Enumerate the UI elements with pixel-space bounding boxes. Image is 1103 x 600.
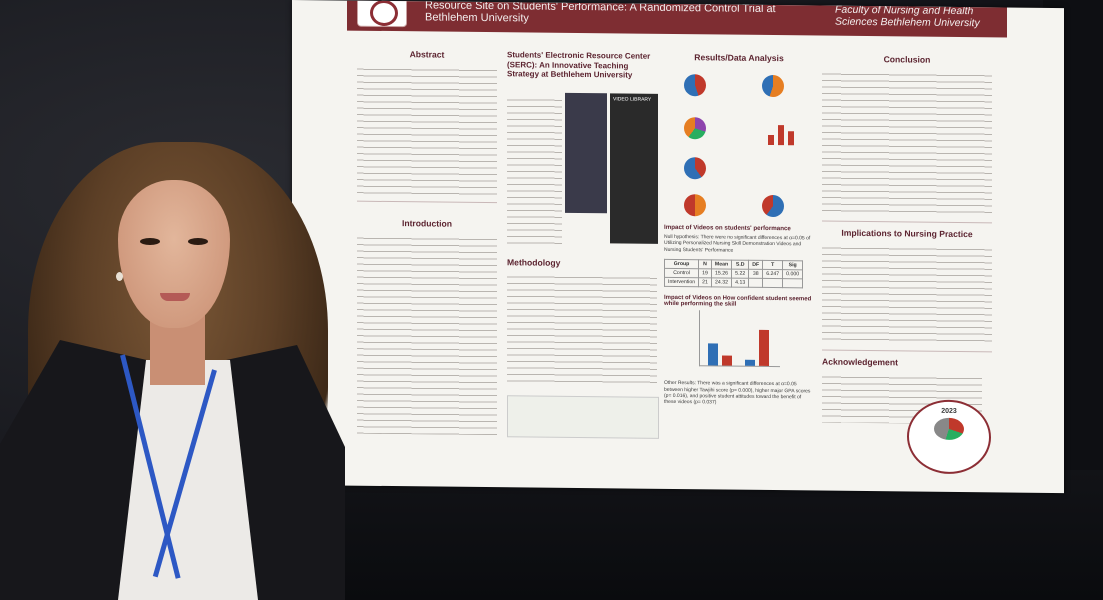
acknowledgement-heading: Acknowledgement	[822, 356, 898, 368]
table-cell: Intervention	[664, 277, 699, 287]
poster-column-1: Abstract Introduction	[357, 49, 497, 436]
conference-seal-icon: 2023	[907, 399, 991, 475]
implications-text-block	[822, 243, 992, 346]
video-library-screenshot: VIDEO LIBRARY	[610, 93, 658, 244]
pie-chart	[762, 74, 784, 98]
results-heading: Results/Data Analysis	[694, 52, 784, 64]
table-header: Sig	[782, 260, 803, 271]
table-header: Mean	[711, 260, 732, 270]
pie-chart	[684, 194, 706, 217]
serc-heading: Students' Electronic Resource Center (SE…	[507, 50, 651, 80]
other-results-text: Other Results: There was a significant d…	[664, 380, 811, 406]
poster-column-3: Results/Data Analysis Impact of Videos o…	[664, 52, 814, 406]
table-cell: 5.22	[731, 269, 749, 279]
table-header: Group	[664, 259, 699, 269]
methodology-diagram	[507, 395, 659, 439]
table-cell: Control	[664, 268, 699, 278]
introduction-heading: Introduction	[401, 218, 453, 229]
conclusion-text-block	[822, 69, 992, 217]
table-cell: 6.247	[762, 269, 783, 279]
pie-chart	[684, 117, 706, 140]
poster-title: Resource Site on Students' Performance: …	[425, 0, 776, 25]
results-table: Group N Mean S.D DF T Sig Control 19 15.…	[664, 259, 803, 289]
poster-column-2: Students' Electronic Resource Center (SE…	[507, 50, 659, 439]
website-screenshot	[565, 92, 607, 214]
null-hypothesis-text: Null hypothesis: There were no significa…	[664, 233, 811, 254]
person-eye	[140, 238, 160, 245]
video-library-label: VIDEO LIBRARY	[613, 96, 652, 103]
seal-year: 2023	[941, 407, 957, 415]
table-cell	[782, 278, 803, 289]
methodology-heading: Methodology	[507, 257, 561, 268]
table-cell: 24.32	[711, 278, 732, 288]
impact-section: Impact of Videos on students' performanc…	[664, 224, 814, 413]
pie-chart	[762, 194, 784, 218]
table-header: N	[698, 259, 712, 270]
person-face	[118, 180, 230, 328]
abstract-heading: Abstract	[409, 49, 445, 60]
methodology-text-block	[507, 272, 657, 384]
earring	[116, 272, 123, 281]
divider	[357, 200, 497, 204]
table-cell: 4.13	[731, 278, 749, 288]
table-cell: 15.26	[711, 269, 732, 279]
table-cell: 21	[698, 277, 712, 288]
poster-header-band: Resource Site on Students' Performance: …	[347, 0, 1007, 38]
university-logo-icon	[357, 0, 407, 28]
table-cell: 38	[748, 269, 763, 279]
divider	[822, 349, 992, 353]
impact-confident-heading: Impact of Videos on How confident studen…	[664, 295, 812, 308]
introduction-text-block	[357, 233, 497, 436]
table-cell	[762, 278, 783, 288]
pie-chart	[684, 74, 706, 97]
table-header: T	[762, 260, 783, 270]
bar-chart	[764, 121, 809, 146]
divider	[822, 220, 992, 224]
table-header: DF	[748, 260, 763, 270]
table-cell: 19	[698, 268, 712, 279]
impact-heading: Impact of Videos on students' performanc…	[664, 223, 791, 233]
research-poster: Resource Site on Students' Performance: …	[292, 0, 1064, 494]
abstract-text-block	[357, 64, 497, 197]
poster-faculty: Faculty of Nursing and Health Sciences B…	[835, 3, 980, 30]
confidence-bar-chart	[699, 310, 780, 368]
table-header: S.D	[731, 260, 749, 270]
implications-heading: Implications to Nursing Practice	[841, 227, 973, 240]
table-cell	[748, 278, 763, 288]
person-mouth	[160, 293, 190, 301]
conclusion-heading: Conclusion	[883, 54, 931, 65]
serc-text-block	[507, 95, 562, 246]
pie-chart	[684, 157, 706, 180]
table-cell: 0.000	[782, 269, 803, 280]
table-row: Intervention 21 24.32 4.13	[664, 277, 803, 289]
person-eye	[188, 238, 208, 245]
poster-column-4: Conclusion Implications to Nursing Pract…	[822, 54, 992, 475]
